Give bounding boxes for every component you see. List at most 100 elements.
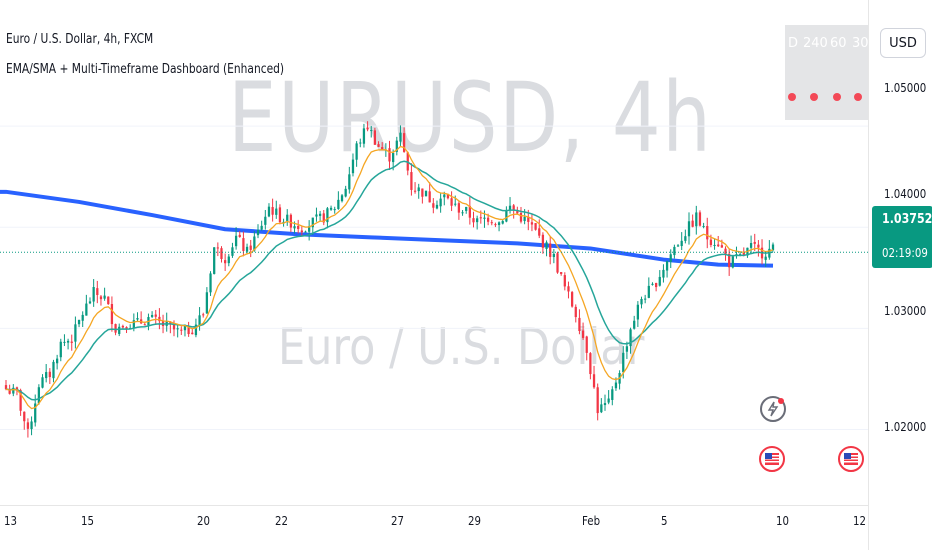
candle — [713, 244, 716, 246]
candle — [446, 193, 450, 199]
candle — [205, 292, 209, 314]
candle — [720, 245, 723, 248]
candle — [560, 272, 563, 274]
candle — [23, 411, 26, 422]
time-label: 10 — [776, 514, 789, 528]
candle — [180, 329, 183, 331]
candle — [472, 218, 475, 223]
candle — [479, 217, 482, 219]
us-flag-icon[interactable] — [759, 446, 785, 472]
candle — [48, 371, 51, 378]
us-flag-icon[interactable] — [838, 446, 864, 472]
lightning-icon[interactable] — [760, 396, 786, 422]
candle — [454, 203, 457, 205]
candle — [366, 127, 369, 130]
candle — [92, 287, 95, 302]
candle — [187, 326, 190, 335]
candle — [125, 327, 128, 330]
time-axis[interactable]: 13 15 20 22 27 29 Feb 5 10 12 — [0, 505, 868, 551]
time-label: 13 — [4, 514, 17, 528]
candle — [476, 218, 479, 223]
candle — [717, 244, 720, 247]
candle — [253, 236, 256, 251]
chart-area[interactable]: EURUSD, 4h Euro / U.S. Dollar Euro / U.S… — [0, 0, 868, 505]
candle — [8, 389, 11, 394]
candle — [41, 377, 44, 388]
candle — [194, 324, 198, 336]
candle — [450, 198, 453, 206]
bar-countdown: 02:19:09 — [882, 246, 928, 260]
candle — [249, 245, 252, 250]
price-chart[interactable] — [0, 0, 868, 505]
candle — [505, 210, 508, 222]
candle — [213, 247, 216, 274]
candle — [329, 207, 333, 210]
candle — [88, 301, 92, 304]
candle — [191, 332, 194, 335]
candle — [731, 256, 734, 268]
indicator-title[interactable]: EMA/SMA + Multi-Timeframe Dashboard (Enh… — [6, 62, 285, 77]
candle — [402, 133, 406, 152]
candle — [494, 224, 497, 226]
candle — [4, 385, 8, 390]
candle — [530, 222, 534, 225]
candle — [556, 253, 559, 273]
candle — [651, 283, 654, 285]
dashboard-header-240: 240 — [803, 36, 828, 51]
candle — [570, 292, 574, 307]
candle — [435, 204, 439, 209]
candle — [381, 147, 384, 150]
candle — [198, 315, 201, 326]
dashboard-header-30: 30 — [852, 36, 868, 51]
time-label: 22 — [275, 514, 288, 528]
candle — [392, 152, 395, 163]
candle — [34, 403, 37, 423]
candle — [231, 247, 234, 256]
dashboard-signal-d — [788, 93, 796, 101]
currency-button[interactable]: USD — [880, 28, 926, 58]
candle — [399, 132, 402, 142]
candle — [355, 143, 358, 160]
candle — [344, 188, 347, 197]
candle — [275, 208, 278, 215]
candle — [592, 374, 596, 388]
candle — [633, 320, 636, 329]
candle — [771, 244, 775, 251]
candle — [158, 316, 161, 322]
time-label: 27 — [391, 514, 404, 528]
candle — [74, 324, 77, 342]
candle — [589, 353, 592, 375]
candle — [738, 254, 742, 256]
candle — [267, 206, 271, 217]
candle — [311, 217, 314, 228]
candle — [176, 328, 179, 330]
candle — [439, 198, 442, 207]
candle — [300, 230, 303, 233]
time-label: 15 — [81, 514, 94, 528]
current-price: 1.03752 — [882, 212, 932, 227]
candle — [209, 273, 212, 293]
candle — [673, 246, 676, 256]
candle — [534, 223, 537, 230]
time-label: 12 — [853, 514, 866, 528]
candle — [676, 245, 680, 247]
candle — [77, 319, 81, 325]
price-axis[interactable]: USD 1.05000 1.04000 1.03000 1.02000 1.03… — [868, 0, 932, 550]
candle — [457, 203, 461, 213]
candle — [614, 382, 618, 389]
symbol-title[interactable]: Euro / U.S. Dollar, 4h, FXCM — [6, 32, 154, 47]
candle — [486, 217, 490, 222]
candle — [465, 206, 468, 211]
candle — [388, 148, 391, 162]
symbol-watermark: EURUSD, 4h — [228, 62, 713, 174]
candle — [596, 387, 599, 414]
dashboard-header-60: 60 — [830, 36, 847, 51]
candle — [428, 191, 431, 203]
candle — [154, 314, 157, 317]
candle — [545, 242, 548, 249]
price-label: 1.04000 — [884, 187, 927, 201]
candle — [658, 276, 661, 286]
time-label: Feb — [582, 514, 601, 528]
candle — [581, 330, 585, 338]
candle — [99, 296, 103, 300]
